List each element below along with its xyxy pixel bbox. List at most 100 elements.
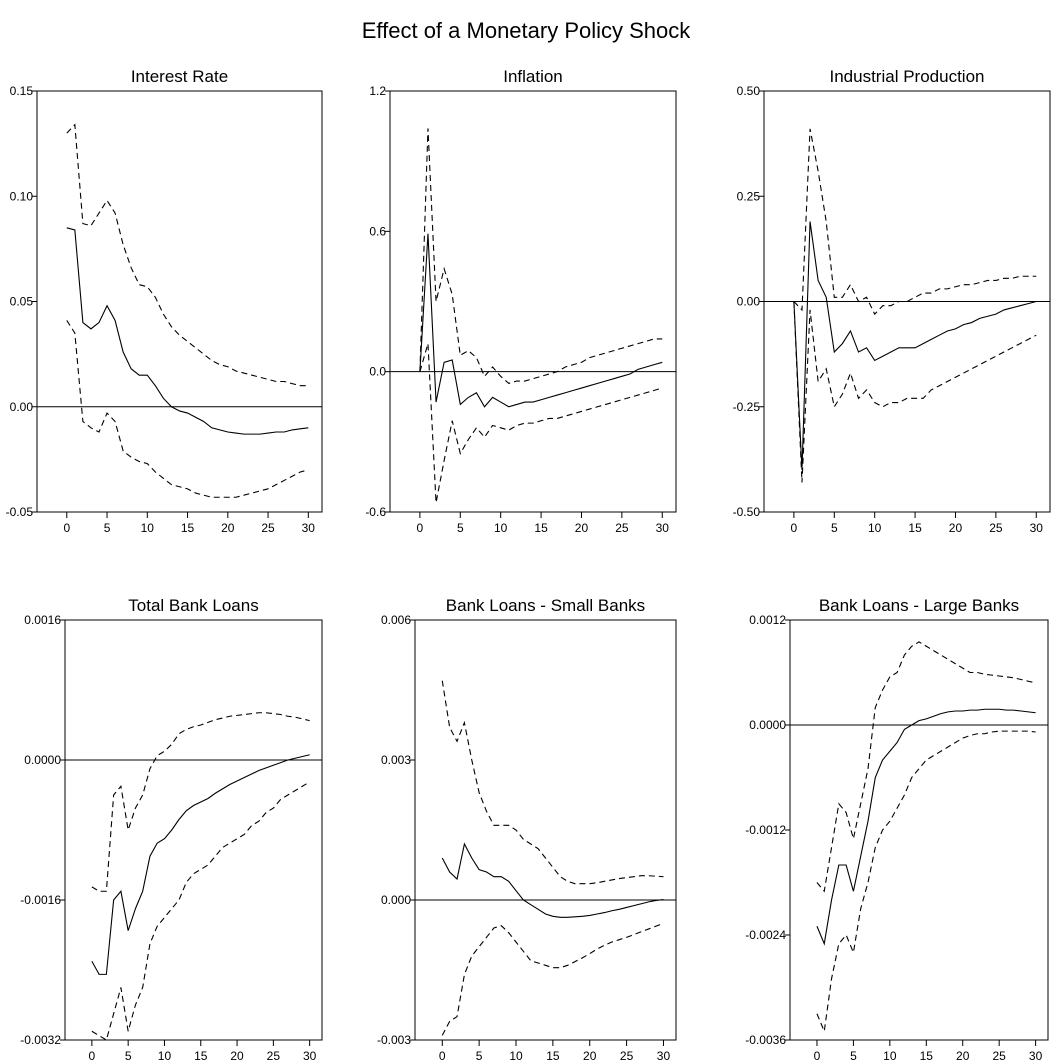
x-tick-label: 5 bbox=[476, 1049, 483, 1063]
x-tick-label: 20 bbox=[949, 521, 963, 535]
y-tick-label: 0.25 bbox=[737, 189, 761, 203]
y-tick-label: 0.0000 bbox=[24, 753, 61, 767]
y-tick-label: 1.2 bbox=[369, 84, 386, 98]
y-tick-label: 0.15 bbox=[10, 84, 34, 98]
x-tick-label: 0 bbox=[63, 521, 70, 535]
response-line bbox=[441, 842, 664, 918]
x-tick-label: 0 bbox=[89, 1049, 96, 1063]
x-tick-label: 10 bbox=[494, 521, 508, 535]
x-tick-label: 25 bbox=[615, 521, 629, 535]
x-tick-label: 30 bbox=[657, 1049, 671, 1063]
band-line bbox=[91, 781, 310, 1041]
plot-frame bbox=[789, 619, 1049, 1041]
y-tick-label: 0.05 bbox=[10, 295, 34, 309]
y-tick-label: -0.0012 bbox=[745, 823, 786, 837]
y-tick-label: -0.003 bbox=[377, 1033, 411, 1047]
y-tick-label: 0.50 bbox=[737, 84, 761, 98]
plot-frame bbox=[36, 90, 323, 513]
y-tick-label: -0.0016 bbox=[20, 893, 61, 907]
x-tick-label: 10 bbox=[883, 1049, 897, 1063]
x-tick-label: 5 bbox=[125, 1049, 132, 1063]
y-tick-label: -0.50 bbox=[733, 505, 761, 519]
y-tick-label: 0.003 bbox=[381, 753, 411, 767]
band-line bbox=[91, 712, 310, 892]
x-tick-label: 30 bbox=[656, 521, 670, 535]
band-line bbox=[793, 301, 1037, 483]
band-line bbox=[419, 128, 663, 384]
y-tick-label: 0.0 bbox=[369, 365, 386, 379]
x-tick-label: 25 bbox=[620, 1049, 634, 1063]
x-tick-label: 0 bbox=[814, 1049, 821, 1063]
band-line bbox=[419, 343, 663, 503]
x-tick-label: 15 bbox=[194, 1049, 208, 1063]
panel-title: Total Bank Loans bbox=[128, 596, 258, 615]
x-tick-label: 30 bbox=[1030, 521, 1044, 535]
x-tick-label: 15 bbox=[181, 521, 195, 535]
x-tick-label: 15 bbox=[534, 521, 548, 535]
plot-frame bbox=[414, 619, 677, 1041]
panel-title: Industrial Production bbox=[830, 67, 985, 86]
panel-title: Bank Loans - Large Banks bbox=[819, 596, 1019, 615]
response-line bbox=[419, 233, 663, 408]
x-tick-label: 20 bbox=[575, 521, 589, 535]
response-line bbox=[793, 221, 1037, 470]
band-line bbox=[66, 320, 309, 498]
panel: Bank Loans - Small Banks -0.003 0.000 0.003… bbox=[377, 596, 677, 1063]
x-tick-label: 10 bbox=[868, 521, 882, 535]
y-tick-label: -0.0032 bbox=[20, 1033, 61, 1047]
x-tick-label: 0 bbox=[439, 1049, 446, 1063]
plot-frame bbox=[64, 619, 323, 1041]
x-tick-label: 25 bbox=[992, 1049, 1006, 1063]
x-tick-label: 30 bbox=[302, 521, 316, 535]
x-tick-label: 30 bbox=[303, 1049, 317, 1063]
y-tick-label: -0.05 bbox=[6, 505, 34, 519]
y-tick-label: -0.0036 bbox=[745, 1033, 786, 1047]
y-tick-label: 0.006 bbox=[381, 613, 411, 627]
x-tick-label: 25 bbox=[267, 1049, 281, 1063]
x-tick-label: 0 bbox=[417, 521, 424, 535]
x-tick-label: 10 bbox=[509, 1049, 523, 1063]
panel: Inflation -0.6 0.0 0.6 1.2 0 5 10 15 20 25 30 bbox=[365, 67, 677, 535]
panel: Industrial Production -0.50 -0.25 0.00 0.25 0… bbox=[733, 67, 1051, 535]
response-line bbox=[66, 227, 309, 435]
y-tick-label: 0.00 bbox=[737, 295, 761, 309]
x-tick-label: 5 bbox=[850, 1049, 857, 1063]
band-line bbox=[66, 123, 309, 387]
x-tick-label: 15 bbox=[908, 521, 922, 535]
band-line bbox=[816, 641, 1036, 893]
x-tick-label: 20 bbox=[583, 1049, 597, 1063]
y-tick-label: 0.0012 bbox=[749, 613, 786, 627]
plot-frame bbox=[389, 90, 677, 513]
y-tick-label: 0.000 bbox=[381, 893, 411, 907]
y-tick-label: 0.0000 bbox=[749, 718, 786, 732]
panel: Interest Rate -0.05 0.00 0.05 0.10 0.15 0 5 10 15… bbox=[6, 67, 323, 535]
y-tick-label: 0.00 bbox=[10, 400, 34, 414]
panel: Bank Loans - Large Banks -0.0036 -0.0024 -0… bbox=[745, 596, 1049, 1063]
x-tick-label: 20 bbox=[230, 1049, 244, 1063]
x-tick-label: 5 bbox=[104, 521, 111, 535]
y-tick-label: -0.6 bbox=[365, 505, 386, 519]
band-line bbox=[441, 680, 664, 885]
x-tick-label: 25 bbox=[261, 521, 275, 535]
band-line bbox=[793, 128, 1037, 316]
x-tick-label: 10 bbox=[158, 1049, 172, 1063]
x-tick-label: 20 bbox=[956, 1049, 970, 1063]
response-line bbox=[816, 708, 1036, 946]
y-tick-label: 0.0016 bbox=[24, 613, 61, 627]
panel: Total Bank Loans -0.0032 -0.0016 0.0000 0.00… bbox=[20, 596, 323, 1063]
response-line bbox=[91, 754, 310, 975]
panel-title: Bank Loans - Small Banks bbox=[446, 596, 645, 615]
x-tick-label: 10 bbox=[141, 521, 155, 535]
x-tick-label: 5 bbox=[831, 521, 838, 535]
y-tick-label: 0.10 bbox=[10, 189, 34, 203]
y-tick-label: -0.25 bbox=[733, 400, 761, 414]
x-tick-label: 15 bbox=[546, 1049, 560, 1063]
y-tick-label: 0.6 bbox=[369, 224, 386, 238]
x-tick-label: 5 bbox=[457, 521, 464, 535]
band-line bbox=[441, 922, 664, 1036]
panel-title: Inflation bbox=[503, 67, 563, 86]
x-tick-label: 30 bbox=[1029, 1049, 1043, 1063]
x-tick-label: 15 bbox=[920, 1049, 934, 1063]
panel-title: Interest Rate bbox=[131, 67, 228, 86]
